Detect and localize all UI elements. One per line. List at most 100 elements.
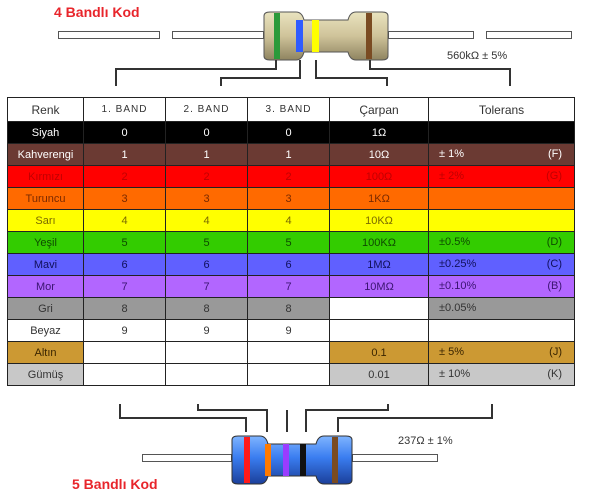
color-name-cell: Kahverengi xyxy=(7,143,84,166)
multiplier-cell: 0.01 xyxy=(329,363,429,386)
tolerance-cell xyxy=(428,209,575,232)
header-tolerance: Tolerans xyxy=(428,97,575,122)
band1-cell: 0 xyxy=(83,121,166,144)
five-band-connectors xyxy=(119,404,493,432)
band2-cell: 6 xyxy=(165,253,248,276)
band-yellow xyxy=(312,20,319,52)
band3-cell: 3 xyxy=(247,187,330,210)
four-band-resistor-body xyxy=(263,11,389,61)
table-row: Gri 8 8 8 ±0.05% xyxy=(7,297,575,320)
five-band-left-lead xyxy=(142,454,232,462)
band2-cell xyxy=(165,341,248,364)
multiplier-cell: 10MΩ xyxy=(329,275,429,298)
band3-cell: 0 xyxy=(247,121,330,144)
color-code-table: Renk 1. BAND 2. BAND 3. BAND Çarpan Tole… xyxy=(7,97,575,386)
band-red xyxy=(244,437,250,483)
band1-cell: 9 xyxy=(83,319,166,342)
four-band-title: 4 Bandlı Kod xyxy=(54,4,140,20)
tolerance-code: (B) xyxy=(547,280,562,292)
tolerance-cell: ± 5% (J) xyxy=(428,341,575,364)
band1-cell xyxy=(83,363,166,386)
tolerance-cell: ± 10% (K) xyxy=(428,363,575,386)
header-color: Renk xyxy=(7,97,84,122)
band-black xyxy=(300,444,306,476)
band3-cell: 4 xyxy=(247,209,330,232)
table-row: Mavi 6 6 6 1MΩ ±0.25% (C) xyxy=(7,253,575,276)
tolerance-cell xyxy=(428,319,575,342)
header-band2: 2. BAND xyxy=(165,97,248,122)
table-row: Altın 0.1 ± 5% (J) xyxy=(7,341,575,364)
table-header-row: Renk 1. BAND 2. BAND 3. BAND Çarpan Tole… xyxy=(7,97,575,122)
band3-cell: 5 xyxy=(247,231,330,254)
tolerance-value: ±0.10% xyxy=(439,280,477,292)
band-violet xyxy=(283,444,289,476)
band2-cell: 5 xyxy=(165,231,248,254)
tolerance-value: ± 2% xyxy=(439,170,464,182)
color-name-cell: Beyaz xyxy=(7,319,84,342)
band2-cell: 2 xyxy=(165,165,248,188)
table-row: Yeşil 5 5 5 100KΩ ±0.5% (D) xyxy=(7,231,575,254)
tolerance-code: (K) xyxy=(547,368,562,380)
multiplier-cell: 1Ω xyxy=(329,121,429,144)
tolerance-code: (C) xyxy=(546,258,562,270)
band3-cell: 8 xyxy=(247,297,330,320)
band-brown xyxy=(366,13,372,59)
band2-cell: 3 xyxy=(165,187,248,210)
five-band-value-label: 237Ω ± 1% xyxy=(398,435,453,447)
color-name-cell: Mavi xyxy=(7,253,84,276)
tolerance-cell xyxy=(428,187,575,210)
band3-cell: 1 xyxy=(247,143,330,166)
tolerance-cell: ±0.5% (D) xyxy=(428,231,575,254)
table-row: Kırmızı 2 2 2 100Ω ± 2% (G) xyxy=(7,165,575,188)
tolerance-value: ± 5% xyxy=(439,346,464,358)
multiplier-cell: 1MΩ xyxy=(329,253,429,276)
band1-cell: 2 xyxy=(83,165,166,188)
left-lead-wire-inner xyxy=(172,31,264,39)
multiplier-cell: 0.1 xyxy=(329,341,429,364)
tolerance-cell: ±0.10% (B) xyxy=(428,275,575,298)
band2-cell: 9 xyxy=(165,319,248,342)
band3-cell: 7 xyxy=(247,275,330,298)
header-band3: 3. BAND xyxy=(247,97,330,122)
tolerance-value: ±0.5% xyxy=(439,236,471,248)
tolerance-code: (J) xyxy=(549,346,562,358)
tolerance-cell xyxy=(428,121,575,144)
tolerance-value: ± 10% xyxy=(439,368,471,380)
multiplier-cell: 1KΩ xyxy=(329,187,429,210)
tolerance-value: ± 1% xyxy=(439,148,464,160)
band3-cell: 6 xyxy=(247,253,330,276)
band2-cell: 8 xyxy=(165,297,248,320)
table-row: Sarı 4 4 4 10KΩ xyxy=(7,209,575,232)
band2-cell xyxy=(165,363,248,386)
color-name-cell: Kırmızı xyxy=(7,165,84,188)
four-band-connectors xyxy=(115,60,511,86)
table-row: Beyaz 9 9 9 xyxy=(7,319,575,342)
multiplier-cell: 100KΩ xyxy=(329,231,429,254)
band1-cell: 6 xyxy=(83,253,166,276)
band-orange xyxy=(265,444,271,476)
multiplier-cell xyxy=(329,297,429,320)
multiplier-cell xyxy=(329,319,429,342)
band2-cell: 7 xyxy=(165,275,248,298)
color-name-cell: Siyah xyxy=(7,121,84,144)
color-name-cell: Sarı xyxy=(7,209,84,232)
five-band-title: 5 Bandlı Kod xyxy=(72,476,158,492)
color-name-cell: Yeşil xyxy=(7,231,84,254)
band1-cell: 4 xyxy=(83,209,166,232)
tolerance-value: ±0.05% xyxy=(439,302,477,314)
band-blue xyxy=(296,20,303,52)
tolerance-cell: ±0.25% (C) xyxy=(428,253,575,276)
four-band-value-label: 560kΩ ± 5% xyxy=(447,50,508,62)
color-name-cell: Altın xyxy=(7,341,84,364)
band1-cell: 3 xyxy=(83,187,166,210)
table-row: Gümüş 0.01 ± 10% (K) xyxy=(7,363,575,386)
band3-cell: 9 xyxy=(247,319,330,342)
tolerance-cell: ± 2% (G) xyxy=(428,165,575,188)
multiplier-cell: 10KΩ xyxy=(329,209,429,232)
band1-cell: 7 xyxy=(83,275,166,298)
tolerance-code: (G) xyxy=(546,170,562,182)
band-green xyxy=(274,13,280,59)
tolerance-code: (F) xyxy=(547,148,562,160)
band2-cell: 4 xyxy=(165,209,248,232)
color-name-cell: Gümüş xyxy=(7,363,84,386)
